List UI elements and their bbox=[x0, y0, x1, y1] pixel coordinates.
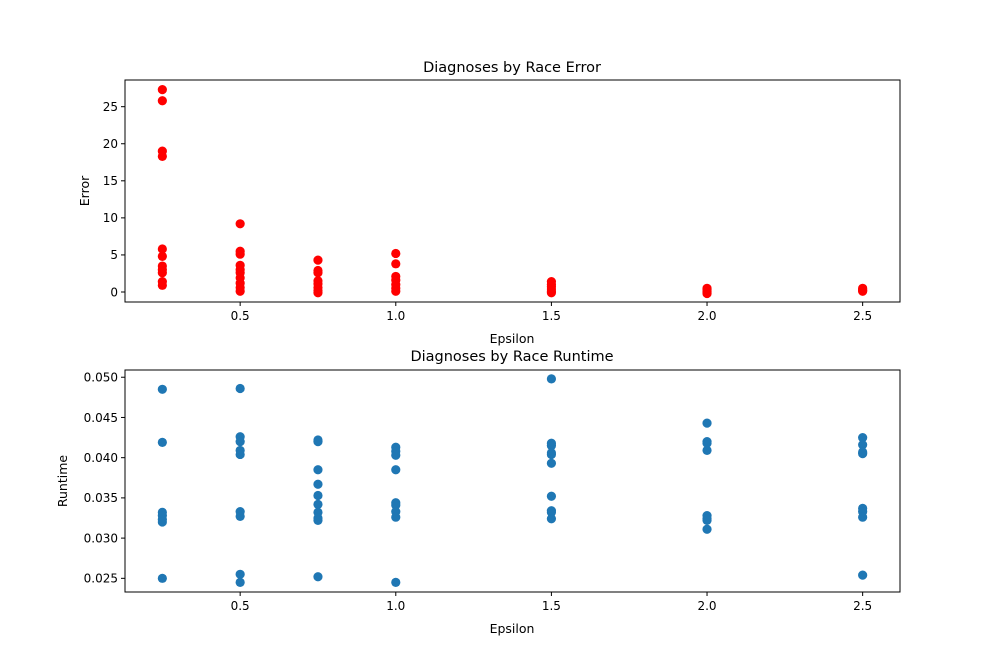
runtime-chart-panel: Diagnoses by Race Runtime 0.5 1.0 1.5 2.0 2.… bbox=[55, 349, 901, 636]
runtime-point bbox=[702, 515, 712, 526]
runtime-y-tick-label: 0.050 bbox=[84, 371, 118, 385]
runtime-point bbox=[546, 514, 557, 524]
runtime-point bbox=[157, 384, 167, 394]
error-point bbox=[157, 251, 167, 262]
runtime-point bbox=[157, 573, 167, 583]
error-point bbox=[157, 151, 167, 161]
runtime-chart-frame bbox=[124, 369, 901, 593]
runtime-point bbox=[313, 572, 323, 582]
runtime-x-tick-label: 2.0 bbox=[697, 599, 716, 613]
error-chart-x-ticks: 0.5 1.0 1.5 2.0 2.5 bbox=[231, 302, 872, 323]
error-point bbox=[157, 268, 167, 278]
runtime-point bbox=[546, 458, 557, 468]
error-point bbox=[702, 288, 712, 299]
runtime-chart-marks bbox=[157, 374, 868, 587]
runtime-point bbox=[313, 499, 323, 509]
error-point bbox=[313, 268, 323, 278]
runtime-point bbox=[546, 491, 557, 501]
error-point bbox=[858, 286, 868, 296]
error-point bbox=[313, 288, 323, 298]
runtime-point bbox=[313, 465, 323, 475]
runtime-x-tick-label: 0.5 bbox=[231, 599, 250, 613]
runtime-y-tick-label: 0.025 bbox=[84, 572, 118, 586]
error-chart-panel: Diagnoses by Race Error 0.5 1.0 1.5 2.0 2.5 … bbox=[77, 60, 901, 346]
error-point bbox=[546, 288, 557, 298]
runtime-point bbox=[391, 450, 401, 460]
error-chart-x-label: Epsilon bbox=[490, 331, 535, 346]
runtime-x-tick-label: 1.5 bbox=[542, 599, 561, 613]
error-chart-marks bbox=[157, 85, 868, 299]
runtime-point bbox=[235, 383, 245, 394]
error-y-tick-label: 15 bbox=[103, 174, 118, 188]
error-y-tick-label: 10 bbox=[103, 211, 118, 225]
error-point bbox=[391, 259, 401, 269]
runtime-point bbox=[858, 440, 868, 450]
error-chart-y-ticks: 0 5 10 15 20 25 bbox=[103, 100, 125, 299]
error-y-tick-label: 20 bbox=[103, 137, 118, 151]
runtime-point bbox=[702, 445, 712, 456]
runtime-point bbox=[235, 511, 245, 521]
runtime-point bbox=[858, 512, 868, 522]
runtime-chart-title: Diagnoses by Race Runtime bbox=[410, 349, 613, 365]
error-y-tick-label: 0 bbox=[110, 285, 118, 299]
runtime-point bbox=[313, 490, 323, 501]
error-point bbox=[235, 219, 245, 229]
error-point bbox=[157, 85, 167, 95]
runtime-x-tick-label: 1.0 bbox=[386, 599, 405, 613]
runtime-point bbox=[702, 524, 712, 534]
error-y-tick-label: 5 bbox=[110, 248, 118, 262]
runtime-point bbox=[313, 515, 323, 526]
error-point bbox=[157, 96, 167, 106]
error-point bbox=[157, 244, 167, 254]
runtime-point bbox=[391, 577, 401, 587]
runtime-point bbox=[235, 569, 245, 579]
error-point bbox=[391, 248, 401, 259]
error-chart-frame bbox=[124, 79, 901, 303]
runtime-point bbox=[858, 432, 868, 443]
error-point bbox=[235, 249, 245, 259]
runtime-point bbox=[391, 512, 401, 522]
error-chart-y-label: Error bbox=[77, 175, 92, 206]
error-chart-title: Diagnoses by Race Error bbox=[423, 60, 601, 76]
runtime-chart-y-label: Runtime bbox=[55, 455, 70, 508]
runtime-point bbox=[157, 437, 167, 447]
runtime-point bbox=[235, 436, 245, 447]
runtime-x-tick-label: 2.5 bbox=[853, 599, 872, 613]
error-x-tick-label: 2.0 bbox=[697, 309, 716, 323]
runtime-point bbox=[858, 570, 868, 580]
error-x-tick-label: 0.5 bbox=[231, 309, 250, 323]
runtime-point bbox=[313, 479, 323, 489]
runtime-point bbox=[546, 441, 557, 451]
runtime-y-tick-label: 0.035 bbox=[84, 491, 118, 505]
runtime-point bbox=[546, 507, 557, 517]
runtime-point bbox=[858, 449, 868, 459]
error-point bbox=[235, 286, 245, 296]
error-point bbox=[157, 280, 167, 290]
runtime-point bbox=[546, 374, 557, 384]
error-point bbox=[313, 255, 323, 265]
runtime-point bbox=[235, 577, 245, 587]
runtime-point bbox=[391, 500, 401, 510]
runtime-point bbox=[702, 438, 712, 448]
runtime-chart-x-ticks: 0.5 1.0 1.5 2.0 2.5 bbox=[231, 592, 872, 613]
runtime-point bbox=[157, 517, 167, 527]
runtime-point bbox=[702, 418, 712, 428]
error-y-tick-label: 25 bbox=[103, 100, 118, 114]
runtime-chart-y-ticks: 0.025 0.030 0.035 0.040 0.045 0.050 bbox=[84, 371, 125, 586]
error-point bbox=[391, 286, 401, 296]
error-x-tick-label: 1.0 bbox=[386, 309, 405, 323]
runtime-y-tick-label: 0.040 bbox=[84, 451, 118, 465]
runtime-point bbox=[391, 465, 401, 475]
runtime-point bbox=[546, 449, 557, 460]
runtime-point bbox=[313, 436, 323, 447]
runtime-y-tick-label: 0.045 bbox=[84, 411, 118, 425]
runtime-point bbox=[235, 449, 245, 460]
runtime-chart-x-label: Epsilon bbox=[490, 621, 535, 636]
runtime-y-tick-label: 0.030 bbox=[84, 531, 118, 545]
error-x-tick-label: 1.5 bbox=[542, 309, 561, 323]
error-x-tick-label: 2.5 bbox=[853, 309, 872, 323]
